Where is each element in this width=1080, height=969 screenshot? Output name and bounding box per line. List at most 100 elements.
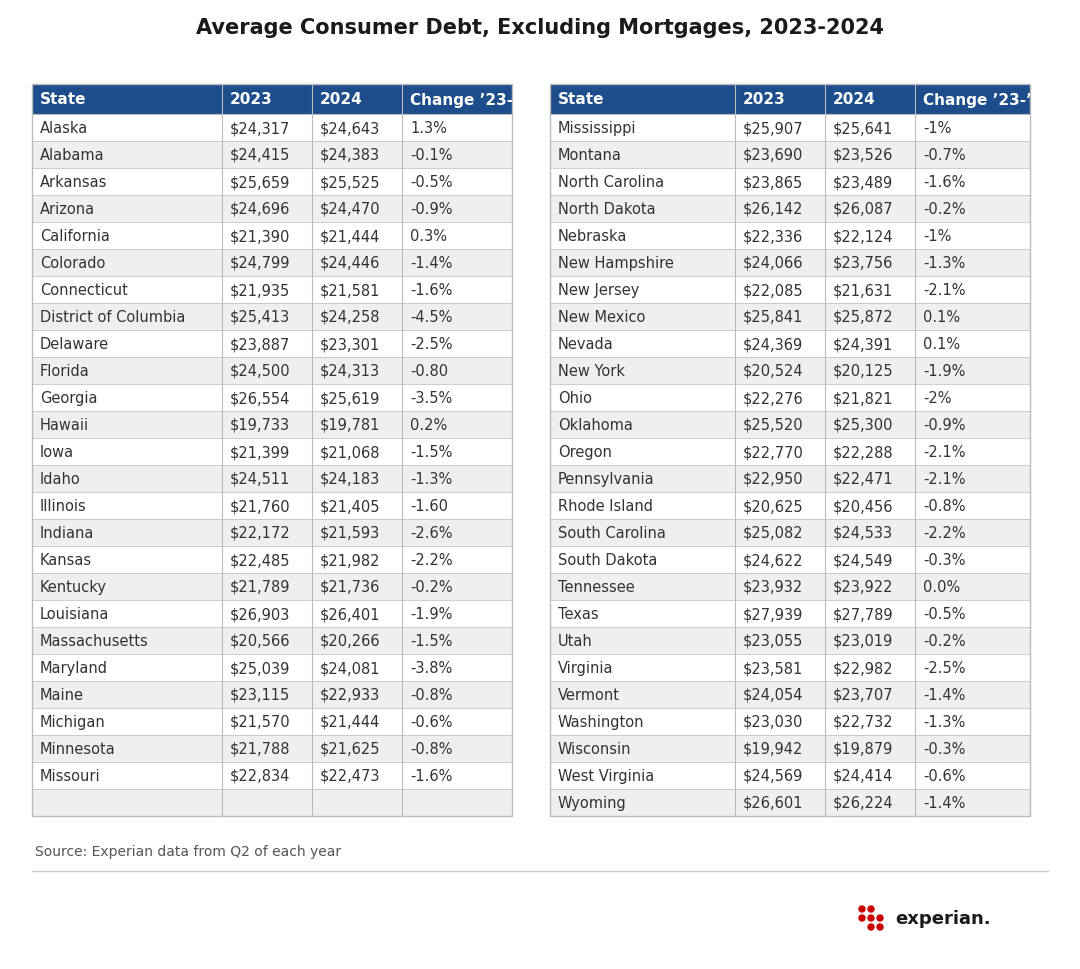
Text: $21,625: $21,625 [320, 741, 380, 756]
Text: Massachusetts: Massachusetts [40, 634, 149, 648]
Text: State: State [558, 92, 605, 108]
Text: 2024: 2024 [833, 92, 876, 108]
Text: -2.6%: -2.6% [410, 525, 453, 541]
Text: Texas: Texas [558, 607, 598, 621]
Text: Pennsylvania: Pennsylvania [558, 472, 654, 486]
Bar [550, 574, 1030, 601]
Text: $24,313: $24,313 [320, 363, 380, 379]
Text: $24,569: $24,569 [743, 768, 804, 783]
Text: Montana: Montana [558, 148, 622, 163]
Text: Idaho: Idaho [40, 472, 81, 486]
Text: Michigan: Michigan [40, 714, 106, 730]
Text: $21,631: $21,631 [833, 283, 893, 297]
Text: $24,511: $24,511 [230, 472, 291, 486]
Text: $24,643: $24,643 [320, 121, 380, 136]
Circle shape [868, 906, 874, 912]
Text: -1.9%: -1.9% [410, 607, 453, 621]
Text: Alaska: Alaska [40, 121, 89, 136]
Text: $22,933: $22,933 [320, 687, 380, 703]
Text: West Virginia: West Virginia [558, 768, 654, 783]
Bar [550, 115, 1030, 141]
Text: Source: Experian data from Q2 of each year: Source: Experian data from Q2 of each ye… [35, 844, 341, 859]
Bar [550, 627, 1030, 654]
Circle shape [877, 915, 883, 922]
Text: 0.1%: 0.1% [923, 310, 960, 325]
Bar [32, 681, 512, 708]
Text: $21,405: $21,405 [320, 498, 380, 514]
Text: -0.6%: -0.6% [923, 768, 966, 783]
Bar [32, 789, 512, 816]
Text: $21,444: $21,444 [320, 229, 380, 244]
Text: $23,707: $23,707 [833, 687, 893, 703]
Text: California: California [40, 229, 110, 244]
Text: -0.9%: -0.9% [923, 418, 966, 432]
Text: $20,625: $20,625 [743, 498, 804, 514]
Bar [550, 735, 1030, 763]
Text: Iowa: Iowa [40, 445, 75, 459]
Bar [550, 250, 1030, 277]
Text: Alabama: Alabama [40, 148, 105, 163]
Text: $26,601: $26,601 [743, 796, 804, 810]
Text: Kansas: Kansas [40, 552, 92, 568]
Text: $23,932: $23,932 [743, 579, 804, 594]
Text: New Mexico: New Mexico [558, 310, 646, 325]
Text: $21,068: $21,068 [320, 445, 380, 459]
Text: -3.5%: -3.5% [410, 391, 453, 406]
Bar [550, 85, 1030, 115]
Text: Rhode Island: Rhode Island [558, 498, 653, 514]
Text: -2.1%: -2.1% [923, 445, 966, 459]
Bar [550, 465, 1030, 492]
Text: Tennessee: Tennessee [558, 579, 635, 594]
Bar [32, 601, 512, 627]
Text: $24,369: $24,369 [743, 336, 804, 352]
Text: $20,266: $20,266 [320, 634, 380, 648]
Text: -1.6%: -1.6% [923, 174, 966, 190]
Text: Change ’23-’24: Change ’23-’24 [923, 92, 1053, 108]
Text: Missouri: Missouri [40, 768, 100, 783]
Text: State: State [40, 92, 86, 108]
Text: $26,903: $26,903 [230, 607, 291, 621]
Text: $20,125: $20,125 [833, 363, 893, 379]
Bar [32, 85, 512, 115]
Bar [32, 196, 512, 223]
Text: $21,788: $21,788 [230, 741, 291, 756]
Text: Ohio: Ohio [558, 391, 592, 406]
Text: $23,922: $23,922 [833, 579, 893, 594]
Circle shape [877, 924, 883, 930]
Text: $21,821: $21,821 [833, 391, 893, 406]
Text: -0.3%: -0.3% [923, 741, 966, 756]
Text: $22,276: $22,276 [743, 391, 804, 406]
Text: Washington: Washington [558, 714, 645, 730]
Text: Arkansas: Arkansas [40, 174, 107, 190]
Bar [32, 85, 512, 816]
Text: $23,030: $23,030 [743, 714, 804, 730]
Text: District of Columbia: District of Columbia [40, 310, 186, 325]
Bar [32, 169, 512, 196]
Text: 2023: 2023 [230, 92, 273, 108]
Text: -0.6%: -0.6% [410, 714, 453, 730]
Circle shape [868, 924, 874, 930]
Text: $22,288: $22,288 [833, 445, 893, 459]
Text: -1.4%: -1.4% [923, 687, 966, 703]
Bar [32, 627, 512, 654]
Text: -0.80: -0.80 [410, 363, 448, 379]
Bar [32, 250, 512, 277]
Text: $22,172: $22,172 [230, 525, 291, 541]
Text: $21,789: $21,789 [230, 579, 291, 594]
Text: $24,500: $24,500 [230, 363, 291, 379]
Text: -1%: -1% [923, 121, 951, 136]
Bar [550, 601, 1030, 627]
Text: -0.8%: -0.8% [410, 741, 453, 756]
Text: $24,081: $24,081 [320, 660, 380, 675]
Text: Oklahoma: Oklahoma [558, 418, 633, 432]
Text: $24,183: $24,183 [320, 472, 380, 486]
Text: $23,690: $23,690 [743, 148, 804, 163]
Bar [550, 223, 1030, 250]
Bar [550, 708, 1030, 735]
Text: $27,789: $27,789 [833, 607, 893, 621]
Text: -0.7%: -0.7% [923, 148, 966, 163]
Text: $21,570: $21,570 [230, 714, 291, 730]
Bar [550, 519, 1030, 547]
Text: $23,055: $23,055 [743, 634, 804, 648]
Text: $23,115: $23,115 [230, 687, 291, 703]
